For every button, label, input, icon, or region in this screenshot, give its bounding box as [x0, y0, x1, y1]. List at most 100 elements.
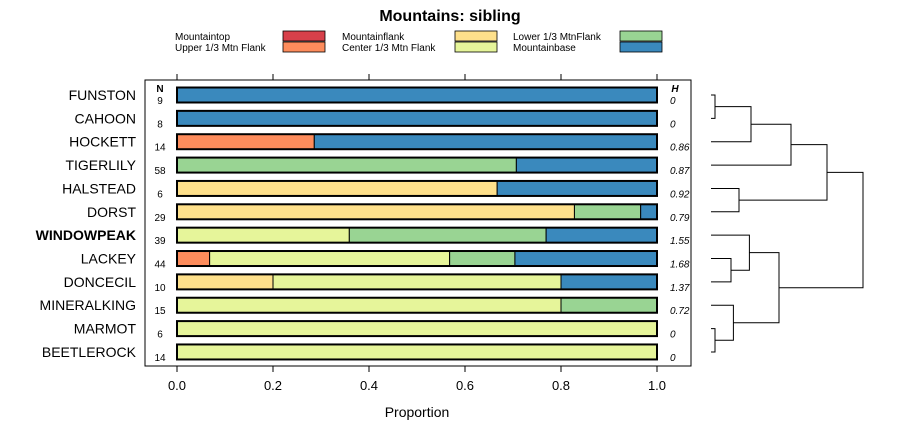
bar-lackey-upper-1-3-mtn-flank — [176, 250, 211, 267]
category-label-windowpeak: WINDOWPEAK — [36, 227, 136, 243]
bar-lackey-lower-1-3-mtnflank — [449, 250, 516, 267]
bar-outline-beetlerock — [176, 343, 658, 361]
h-label-lackey: 1.68 — [670, 260, 690, 271]
dendrogram-branch-8 — [711, 304, 734, 341]
dendrogram-branch-10 — [779, 171, 864, 289]
n-label-cahoon: 8 — [157, 119, 163, 130]
h-label-halstead: 0.92 — [670, 189, 690, 200]
bars-group — [176, 86, 658, 361]
category-label-marmot: MARMOT — [74, 321, 137, 337]
n-label-beetlerock: 14 — [154, 353, 166, 364]
category-label-dorst: DORST — [87, 204, 136, 220]
x-axis: 0.0 0.2 0.4 0.6 0.8 1.0 — [168, 74, 666, 393]
bar-dorst-mountainbase — [640, 203, 658, 220]
category-label-halstead: HALSTEAD — [62, 180, 136, 196]
legend-swatch-mountainflank — [454, 30, 498, 42]
n-header: N — [156, 84, 163, 95]
n-label-lackey: 44 — [154, 260, 166, 271]
x-tick-label-5: 1.0 — [648, 378, 666, 393]
bar-outline-marmot — [176, 320, 658, 338]
bar-mineralking-lower-1-3-mtnflank — [560, 297, 658, 314]
legend-label-mountaintop: Mountaintop — [175, 32, 230, 43]
x-tick-label-0: 0.0 — [168, 378, 186, 393]
h-label-cahoon: 0 — [670, 119, 676, 130]
legend-label-upper-1-3-mtn-flank: Upper 1/3 Mtn Flank — [175, 43, 267, 54]
n-label-dorst: 29 — [154, 213, 166, 224]
bar-outline-tigerlily — [176, 156, 658, 174]
bar-hockett-mountainbase — [313, 133, 658, 150]
legend-swatch-lower-1-3-mtnflank — [619, 30, 663, 42]
chart-title: Mountains: sibling — [379, 8, 520, 25]
dendrogram-branch-9 — [733, 252, 780, 324]
bar-funston-mountainbase — [176, 87, 658, 103]
bar-doncecil-mountainflank — [176, 273, 274, 290]
h-label-funston: 0 — [670, 96, 676, 107]
bar-hockett-upper-1-3-mtn-flank — [176, 133, 315, 150]
category-label-doncecil: DONCECIL — [64, 274, 137, 290]
dendrogram-branch-4 — [739, 144, 828, 201]
h-label-marmot: 0 — [670, 330, 676, 341]
n-label-funston: 9 — [157, 96, 163, 107]
bar-outline-hockett — [176, 133, 658, 151]
dendrogram-branch-0 — [711, 94, 716, 119]
x-tick-label-3: 0.6 — [456, 378, 474, 393]
h-label-mineralking: 0.72 — [670, 306, 690, 317]
bar-cahoon-mountainbase — [176, 110, 658, 127]
n-labels: 9 8 14 58 6 29 39 44 10 15 6 14 — [154, 96, 166, 364]
bar-dorst-mountainflank — [176, 203, 575, 220]
category-label-cahoon: CAHOON — [75, 110, 136, 126]
dendrogram-branch-5 — [711, 258, 732, 283]
bar-windowpeak-center-1-3-mtn-flank — [176, 227, 350, 244]
n-label-marmot: 6 — [157, 330, 163, 341]
n-label-halstead: 6 — [157, 189, 163, 200]
h-label-beetlerock: 0 — [670, 353, 676, 364]
h-labels: 0 0 0.86 0.87 0.92 0.79 1.55 1.68 1.37 0.72 0 0 — [670, 96, 690, 364]
dendrogram — [711, 94, 864, 353]
n-label-tigerlily: 58 — [154, 166, 166, 177]
bar-windowpeak-mountainbase — [545, 227, 658, 244]
category-label-beetlerock: BEETLEROCK — [42, 344, 137, 360]
bar-halstead-mountainflank — [176, 180, 498, 197]
bar-outline-dorst — [176, 203, 658, 221]
h-label-windowpeak: 1.55 — [670, 236, 690, 247]
h-label-doncecil: 1.37 — [670, 283, 690, 294]
bar-windowpeak-lower-1-3-mtnflank — [348, 227, 547, 244]
bar-outline-mineralking — [176, 296, 658, 314]
legend-label-lower-1-3-mtnflank: Lower 1/3 MtnFlank — [513, 32, 602, 43]
n-label-doncecil: 10 — [154, 283, 166, 294]
x-tick-label-2: 0.4 — [360, 378, 378, 393]
bar-beetlerock-center-1-3-mtn-flank — [176, 343, 658, 360]
bar-doncecil-mountainbase — [560, 273, 658, 290]
bar-marmot-center-1-3-mtn-flank — [176, 320, 658, 337]
n-label-hockett: 14 — [154, 143, 166, 154]
bar-doncecil-center-1-3-mtn-flank — [272, 273, 562, 290]
category-label-hockett: HOCKETT — [69, 134, 136, 150]
category-labels: FUNSTON CAHOON HOCKETT TIGERLILY HALSTEAD DOR… — [36, 87, 137, 360]
n-label-windowpeak: 39 — [154, 236, 166, 247]
dendrogram-branch-3 — [711, 187, 740, 213]
bar-outline-doncecil — [176, 273, 658, 291]
x-axis-title: Proportion — [385, 404, 450, 420]
h-label-hockett: 0.86 — [670, 143, 690, 154]
legend-swatch-mountaintop — [282, 30, 326, 42]
h-label-dorst: 0.79 — [670, 213, 690, 224]
dendrogram-branch-6 — [711, 234, 750, 271]
category-label-lackey: LACKEY — [81, 251, 137, 267]
bar-tigerlily-lower-1-3-mtnflank — [176, 157, 517, 174]
bar-mineralking-center-1-3-mtn-flank — [176, 297, 562, 314]
legend-swatch-center-1-3-mtn-flank — [454, 41, 498, 53]
category-label-mineralking: MINERALKING — [40, 297, 136, 313]
bar-dorst-lower-1-3-mtnflank — [573, 203, 642, 220]
h-label-tigerlily: 0.87 — [670, 166, 690, 177]
bar-lackey-mountainbase — [514, 250, 658, 267]
bar-outline-cahoon — [176, 109, 658, 127]
legend-swatch-mountainbase — [619, 41, 663, 53]
bar-tigerlily-mountainbase — [515, 157, 658, 174]
bar-outline-lackey — [176, 250, 658, 268]
bar-halstead-mountainbase — [496, 180, 658, 197]
category-label-funston: FUNSTON — [69, 87, 136, 103]
bar-outline-halstead — [176, 179, 658, 197]
